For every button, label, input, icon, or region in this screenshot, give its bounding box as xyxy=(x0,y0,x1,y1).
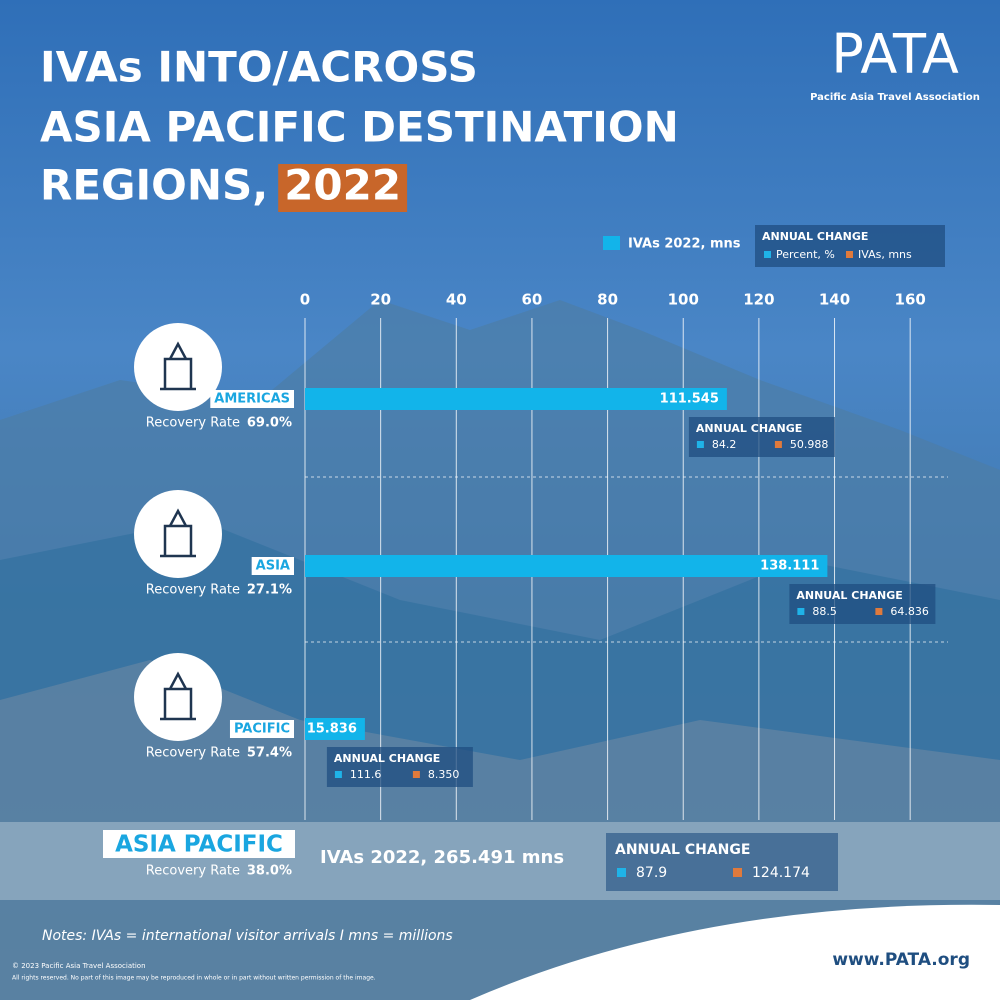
annual-change-swatch xyxy=(334,771,342,778)
category-label-box xyxy=(229,720,294,738)
recovery-label: Recovery Rate xyxy=(146,416,240,431)
annual-change-value: 84.2 xyxy=(712,438,737,451)
legend-label: Percent, % xyxy=(776,248,835,261)
icon xyxy=(134,653,222,741)
logo-subtitle: Pacific Asia Travel Association xyxy=(810,92,980,103)
annual-change-swatch xyxy=(774,441,782,448)
recovery-label: Recovery Rate xyxy=(146,746,240,761)
category-label: AMERICAS xyxy=(214,392,290,407)
copyright: © 2023 Pacific Asia Travel Association xyxy=(12,962,146,970)
x-tick-label: 100 xyxy=(668,291,699,309)
category-label-box xyxy=(210,390,294,408)
category-label: PACIFIC xyxy=(234,722,290,737)
annual-change-title: ANNUAL CHANGE xyxy=(696,422,802,435)
annual-change-value: 111.6 xyxy=(350,768,382,781)
summary-swatch xyxy=(617,868,626,877)
icon xyxy=(134,490,222,578)
annual-change-swatch xyxy=(797,608,805,615)
title-line: IVAs INTO/ACROSS xyxy=(40,43,478,92)
x-tick-label: 160 xyxy=(895,291,926,309)
recovery-rate: 27.1% xyxy=(247,583,292,598)
value-label: 15.836 xyxy=(307,722,357,737)
rights: All rights reserved. No part of this ima… xyxy=(12,975,376,982)
summary-ivas-change: 124.174 xyxy=(752,865,810,881)
annual-change-value: 88.5 xyxy=(812,605,837,618)
year-box xyxy=(278,164,408,212)
x-tick-label: 120 xyxy=(743,291,774,309)
annual-change-value: 8.350 xyxy=(428,768,460,781)
icon-glyph xyxy=(160,508,196,558)
legend-box xyxy=(755,225,945,267)
x-tick-label: 0 xyxy=(300,291,310,309)
hill xyxy=(0,660,1000,1000)
summary-region-box xyxy=(103,830,295,858)
summary-recovery-label: Recovery Rate xyxy=(146,864,240,879)
x-tick-label: 40 xyxy=(446,291,467,309)
wave xyxy=(470,904,1000,1000)
recovery-rate: 69.0% xyxy=(247,416,292,431)
x-tick-label: 80 xyxy=(597,291,618,309)
legend-title: ANNUAL CHANGE xyxy=(762,230,868,243)
annual-change-box xyxy=(326,747,473,787)
category-label: ASIA xyxy=(256,559,290,574)
annual-change-box xyxy=(688,417,835,457)
legend-label: IVAs 2022, mns xyxy=(628,237,741,252)
x-tick-label: 60 xyxy=(522,291,543,309)
annual-change-value: 50.988 xyxy=(790,438,829,451)
annual-change-title: ANNUAL CHANGE xyxy=(334,752,440,765)
summary-swatch xyxy=(733,868,742,877)
logo: PATA xyxy=(831,23,959,86)
summary: ASIA PACIFIC Recovery Rate 38.0% IVAs 20… xyxy=(103,830,838,891)
annual-change-value: 64.836 xyxy=(890,605,929,618)
legend-swatch xyxy=(764,251,771,258)
annual-change-title: ANNUAL CHANGE xyxy=(796,589,902,602)
summary-recovery-rate: 38.0% xyxy=(247,864,292,879)
recovery-label: Recovery Rate xyxy=(146,583,240,598)
value-label: 111.545 xyxy=(660,392,719,407)
icon-glyph xyxy=(160,341,196,391)
title-line: ASIA PACIFIC DESTINATION xyxy=(40,103,679,152)
summary-change-box xyxy=(606,833,838,891)
recovery-rate: 57.4% xyxy=(247,746,292,761)
summary-percent: 87.9 xyxy=(636,865,667,881)
value-label: 138.111 xyxy=(760,559,819,574)
bar xyxy=(305,555,828,577)
annual-change-box xyxy=(789,584,936,624)
x-tick-label: 20 xyxy=(370,291,391,309)
annual-change-swatch xyxy=(696,441,704,448)
icon-glyph xyxy=(160,671,196,721)
legend-swatch xyxy=(603,236,620,250)
legend-label: IVAs, mns xyxy=(858,248,912,261)
summary-ivas: IVAs 2022, 265.491 mns xyxy=(320,847,564,868)
icon xyxy=(134,323,222,411)
category-label-box xyxy=(251,557,294,575)
title: IVAs INTO/ACROSS ASIA PACIFIC DESTINATIO… xyxy=(40,43,679,210)
annual-change-swatch xyxy=(412,771,420,778)
annual-change-swatch xyxy=(875,608,883,615)
x-tick-label: 140 xyxy=(819,291,850,309)
notes: Notes: IVAs = international visitor arri… xyxy=(42,928,453,944)
bar xyxy=(305,388,727,410)
url[interactable]: www.PATA.org xyxy=(832,950,970,970)
legend-swatch xyxy=(846,251,853,258)
title-year: 2022 xyxy=(284,161,401,210)
title-line: REGIONS, xyxy=(40,161,268,210)
summary-change-title: ANNUAL CHANGE xyxy=(615,842,750,858)
bar xyxy=(305,718,365,740)
summary-region: ASIA PACIFIC xyxy=(115,832,283,858)
